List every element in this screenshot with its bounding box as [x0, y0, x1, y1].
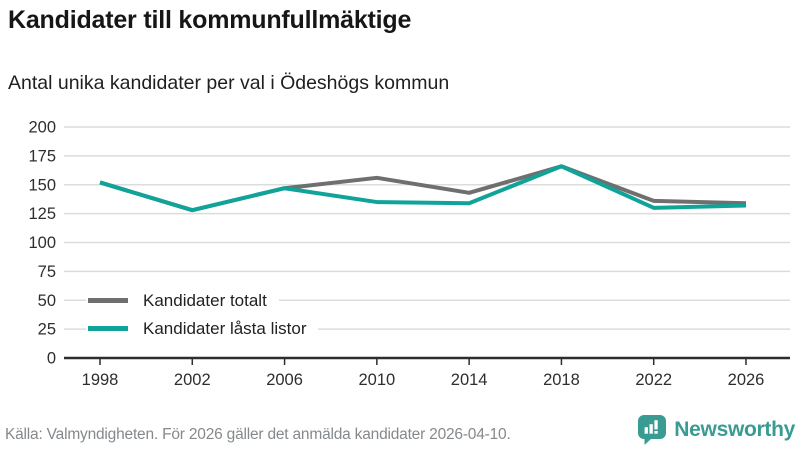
legend: Kandidater totalt Kandidater låsta listo…: [86, 286, 319, 342]
y-tick-label: 100: [28, 234, 56, 252]
series-line-1: [99, 164, 747, 213]
y-tick-label: 150: [28, 176, 56, 194]
x-tick-label: 2018: [543, 371, 580, 389]
y-tick-label: 0: [47, 350, 56, 368]
y-tick-label: 125: [28, 205, 56, 223]
page-subtitle: Antal unika kandidater per val i Ödeshög…: [8, 72, 450, 94]
bar-short: [644, 427, 649, 434]
bar-medium: [649, 424, 654, 434]
line-chart: 0 25 50 75 100 125 150 175 200 1998 2002 2006 2010 20…: [28, 119, 790, 389]
newsworthy-logo-text: Newsworthy: [674, 418, 795, 441]
newsworthy-logo[interactable]: Newsworthy: [638, 415, 795, 445]
x-tick-label: 2026: [728, 371, 765, 389]
y-tick-label: 25: [38, 321, 56, 339]
legend-item-total: Kandidater totalt: [86, 286, 279, 314]
legend-label-total: Kandidater totalt: [143, 290, 267, 310]
legend-label-locked: Kandidater låsta listor: [143, 318, 307, 338]
legend-item-locked: Kandidater låsta listor: [86, 314, 319, 342]
page-title: Kandidater till kommunfullmäktige: [8, 6, 412, 34]
y-tick-label: 200: [28, 119, 56, 137]
legend-swatch-locked: [88, 325, 128, 331]
exclamation-dot: [654, 431, 658, 434]
y-tick-label: 75: [38, 263, 56, 281]
x-tick-label: 2022: [635, 371, 672, 389]
x-tick-label: 2002: [174, 371, 211, 389]
x-tick-label: 1998: [82, 371, 119, 389]
x-tick-label: 2006: [266, 371, 303, 389]
source-note: Källa: Valmyndigheten. För 2026 gäller d…: [5, 426, 511, 443]
speech-bubble-bar-chart-icon: [638, 415, 667, 445]
x-tick-label: 2010: [358, 371, 395, 389]
y-tick-label: 50: [38, 292, 56, 310]
bar-tall-exclamation: [654, 420, 658, 430]
x-tick-label: 2014: [451, 371, 488, 389]
legend-swatch-total: [88, 297, 128, 303]
y-tick-label: 175: [28, 147, 56, 165]
